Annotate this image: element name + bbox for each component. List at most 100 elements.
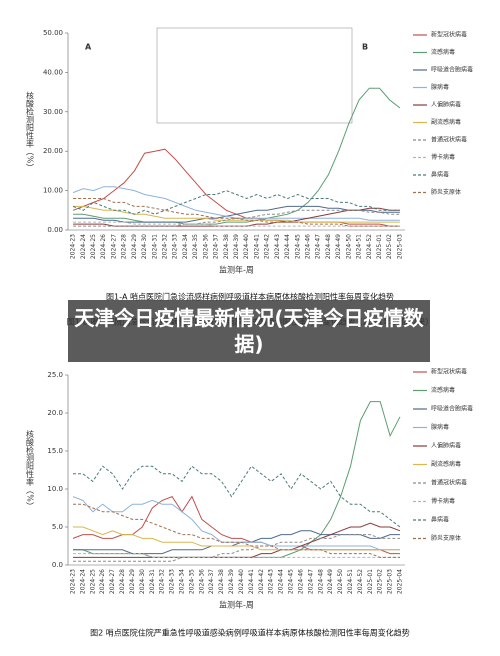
x-tick-label: 2024-28 xyxy=(119,569,126,594)
x-tick-label: 2024-32 xyxy=(159,569,166,594)
x-tick-label: 2024-32 xyxy=(162,234,169,259)
series-line xyxy=(73,503,400,558)
x-tick-label: 2024-25 xyxy=(89,569,96,594)
x-tick-label: 2024-41 xyxy=(253,234,260,259)
x-tick-label: 2024-51 xyxy=(356,234,363,259)
x-tick-label: 2024-38 xyxy=(223,234,230,259)
x-tick-label: 2024-45 xyxy=(288,569,295,594)
x-tick-label: 2025-04 xyxy=(397,569,404,594)
x-tick-label: 2024-34 xyxy=(178,569,185,594)
legend-label: 腺病毒 xyxy=(431,423,449,431)
panel-label: A xyxy=(85,43,92,52)
series-line xyxy=(73,207,400,227)
x-tick-label: 2024-26 xyxy=(99,569,106,594)
y-tick-label: 10.00 xyxy=(43,187,63,195)
x-tick-label: 2024-29 xyxy=(131,234,138,259)
series-line xyxy=(72,495,400,555)
x-tick-label: 2024-34 xyxy=(182,234,189,259)
x-tick-label: 2024-44 xyxy=(284,234,291,259)
x-tick-label: 2024-27 xyxy=(109,569,116,594)
x-tick-label: 2024-45 xyxy=(294,234,301,259)
panel-label: B xyxy=(362,43,368,52)
y-tick-label: 15.0 xyxy=(47,447,63,455)
x-tick-label: 2024-44 xyxy=(278,569,285,594)
series-line xyxy=(73,205,400,223)
x-tick-label: 2024-33 xyxy=(172,234,179,259)
x-tick-label: 2024-51 xyxy=(347,569,354,594)
legend-label: 鼻病毒 xyxy=(431,171,449,179)
x-tick-label: 2024-24 xyxy=(79,569,86,594)
x-tick-label: 2025-02 xyxy=(386,234,393,259)
series-line xyxy=(73,205,400,223)
x-tick-label: 2024-42 xyxy=(264,234,271,259)
series-line xyxy=(73,522,401,558)
legend-label: 肺炎支原体 xyxy=(431,534,461,542)
x-tick-label: 2024-50 xyxy=(345,234,352,259)
x-tick-label: 2024-27 xyxy=(110,234,117,259)
x-tick-label: 2025-01 xyxy=(367,569,374,594)
series-line xyxy=(73,87,401,225)
x-tick-label: 2024-49 xyxy=(327,569,334,594)
x-tick-label: 2024-30 xyxy=(141,234,148,259)
legend-label: 流感病毒 xyxy=(431,386,455,394)
y-tick-label: 50.00 xyxy=(43,29,63,37)
series-line xyxy=(73,526,400,551)
x-tick-label: 2024-28 xyxy=(121,234,128,259)
x-axis-label: 监测年-周 xyxy=(219,600,254,610)
x-tick-label: 2024-42 xyxy=(258,569,265,594)
legend-label: 人偏肺病毒 xyxy=(431,101,461,109)
y-axis-label: 核酸检测阳性率（%） xyxy=(26,429,35,510)
x-tick-label: 2024-47 xyxy=(307,569,314,594)
inset-frame xyxy=(156,27,353,124)
y-tick-label: 30.00 xyxy=(43,108,63,116)
x-tick-label: 2024-37 xyxy=(213,234,220,259)
y-tick-label: 5.0 xyxy=(52,523,63,531)
y-tick-label: 0.00 xyxy=(47,226,63,234)
caption: 图2 哨点医院住院严重急性呼吸道感染病例呼吸道样本病原体核酸检测阳性率每周变化趋… xyxy=(90,628,410,638)
x-tick-label: 2024-29 xyxy=(129,569,136,594)
legend-label: 普通冠状病毒 xyxy=(431,136,467,144)
series-line xyxy=(72,190,400,215)
legend-label: 新型冠状病毒 xyxy=(431,368,467,376)
x-tick-label: 2024-33 xyxy=(169,569,176,594)
legend-label: 流感病毒 xyxy=(431,48,455,56)
legend-label: 副流感病毒 xyxy=(431,460,461,468)
legend-label: 新型冠状病毒 xyxy=(431,31,467,39)
x-tick-label: 2024-40 xyxy=(238,569,245,594)
x-tick-label: 2024-31 xyxy=(149,569,156,594)
x-tick-label: 2024-50 xyxy=(337,569,344,594)
y-tick-label: 20.00 xyxy=(43,147,63,155)
legend-label: 博卡病毒 xyxy=(431,497,455,505)
x-tick-label: 2024-23 xyxy=(69,569,76,594)
legend-label: 呼吸道合胞病毒 xyxy=(431,405,473,413)
y-tick-label: 20.0 xyxy=(47,409,63,417)
x-tick-label: 2024-40 xyxy=(243,234,250,259)
y-tick-label: 0.0 xyxy=(52,561,63,569)
x-tick-label: 2024-48 xyxy=(317,569,324,594)
x-tick-label: 2024-23 xyxy=(70,234,77,259)
x-tick-label: 2024-48 xyxy=(325,234,332,259)
x-tick-label: 2024-37 xyxy=(208,569,215,594)
y-axis-label: 核酸检测阳性率（%） xyxy=(26,91,35,172)
legend-label: 副流感病毒 xyxy=(431,118,461,126)
series-line xyxy=(73,465,401,528)
x-tick-label: 2024-38 xyxy=(218,569,225,594)
y-tick-label: 10.0 xyxy=(47,485,63,493)
legend-label: 鼻病毒 xyxy=(431,516,449,524)
series-line xyxy=(73,534,400,562)
x-tick-label: 2025-03 xyxy=(396,234,403,259)
series-line xyxy=(73,553,400,558)
x-tick-label: 2024-31 xyxy=(151,234,158,259)
x-tick-label: 2025-02 xyxy=(377,569,384,594)
x-tick-label: 2024-43 xyxy=(274,234,281,259)
x-tick-label: 2025-01 xyxy=(376,234,383,259)
x-tick-label: 2024-49 xyxy=(335,234,342,259)
x-tick-label: 2024-46 xyxy=(297,569,304,594)
x-tick-label: 2024-47 xyxy=(315,234,322,259)
legend-label: 腺病毒 xyxy=(431,83,449,91)
x-tick-label: 2024-24 xyxy=(80,234,87,259)
x-tick-label: 2024-35 xyxy=(192,234,199,259)
y-tick-label: 40.00 xyxy=(43,68,63,76)
